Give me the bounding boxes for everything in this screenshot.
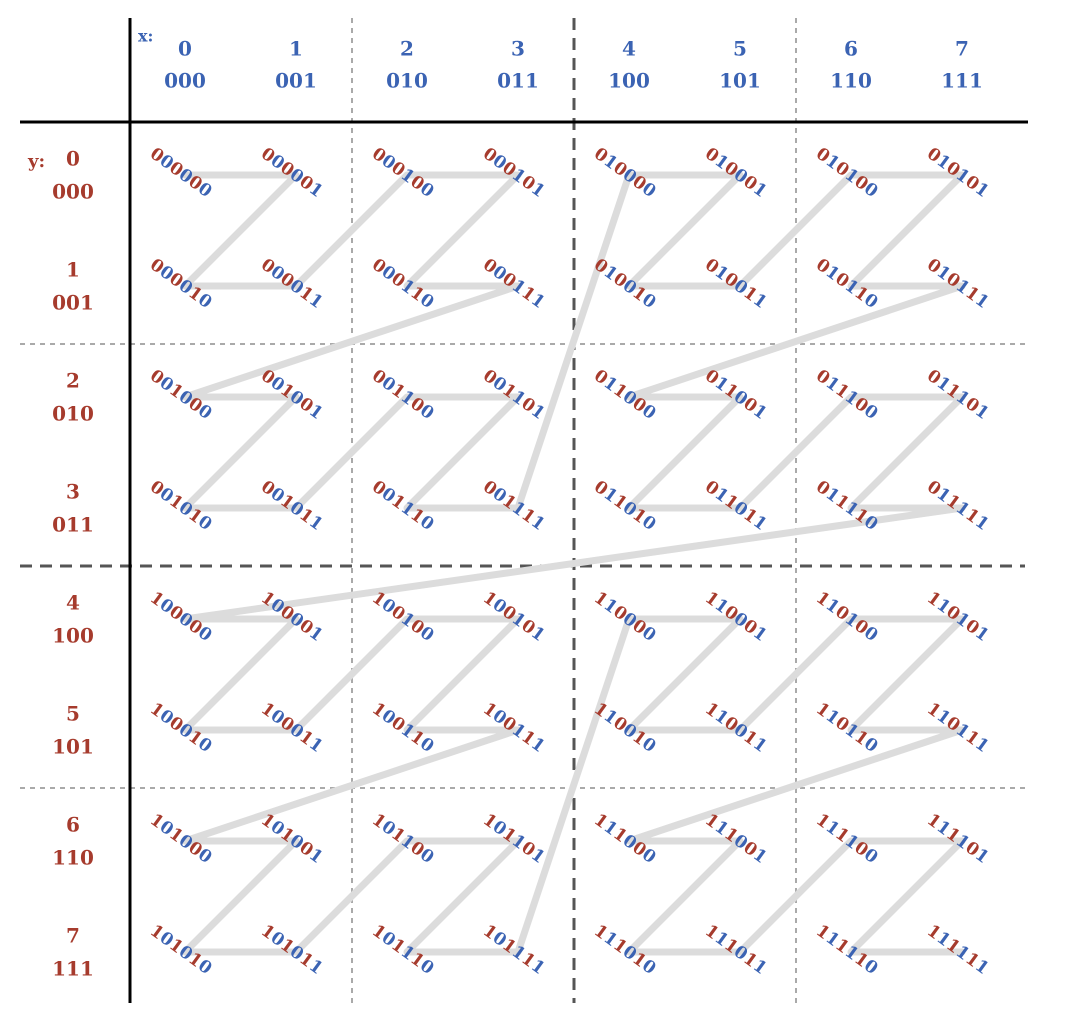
row-bits: 111 [52,957,94,981]
cell-code: 100111 [479,699,548,757]
cell-code: 111100 [812,810,881,868]
cell-code: 010101 [923,144,992,202]
column-index: 2 [400,37,414,61]
cell-code: 000110 [368,255,437,313]
cell-code: 111010 [590,921,659,979]
grid [20,18,1028,1003]
row-index: 4 [66,591,80,615]
z-curve [181,171,966,956]
cell-code: 001011 [257,477,326,535]
cell-code: 111110 [812,921,881,979]
cell-code: 101111 [479,921,548,979]
cell-code: 111111 [923,921,992,979]
cell-code: 110100 [812,588,881,646]
x-label: x: [138,27,153,46]
cell-code: 110101 [923,588,992,646]
column-bits: 111 [941,69,983,93]
cell-code: 111001 [701,810,770,868]
row-bits: 100 [52,624,94,648]
column-index: 7 [955,37,969,61]
column-index: 0 [178,37,192,61]
cell-code: 011100 [812,366,881,424]
cell-code: 001010 [146,477,215,535]
column-index: 3 [511,37,525,61]
column-index: 4 [622,37,636,61]
row-index: 3 [66,480,80,504]
cell-code: 110010 [590,699,659,757]
column-bits: 000 [164,69,206,93]
row-index: 7 [66,924,80,948]
row-index: 5 [66,702,80,726]
cell-code: 111011 [701,921,770,979]
row-bits: 011 [52,513,94,537]
column-index: 5 [733,37,747,61]
row-index: 1 [66,258,80,282]
row-bits: 101 [52,735,94,759]
column-bits: 010 [386,69,428,93]
row-index: 2 [66,369,80,393]
row-index: 0 [66,147,80,171]
column-bits: 101 [719,69,761,93]
cell-code: 011001 [701,366,770,424]
labels: 0000100120103011410051016110711100001001… [52,37,993,981]
cell-code: 010111 [923,255,992,313]
cell-code: 000000 [146,144,215,202]
row-bits: 000 [52,180,94,204]
z-curve-path [181,171,966,956]
column-index: 1 [289,37,303,61]
column-bits: 001 [275,69,317,93]
cell-code: 110011 [701,699,770,757]
cell-code: 000100 [368,144,437,202]
row-index: 6 [66,813,80,837]
column-bits: 100 [608,69,650,93]
cell-code: 011111 [923,477,992,535]
cell-code: 010110 [812,255,881,313]
column-bits: 110 [830,69,872,93]
row-bits: 001 [52,291,94,315]
cell-code: 010010 [590,255,659,313]
row-bits: 010 [52,402,94,426]
cell-code: 101010 [146,921,215,979]
row-bits: 110 [52,846,94,870]
cell-code: 100000 [146,588,215,646]
cell-code: 101101 [479,810,548,868]
column-index: 6 [844,37,858,61]
cell-code: 001000 [146,366,215,424]
cell-code: 100100 [368,588,437,646]
column-bits: 011 [497,69,539,93]
cell-code: 010011 [701,255,770,313]
cell-code: 101000 [146,810,215,868]
y-label: y: [27,151,45,172]
